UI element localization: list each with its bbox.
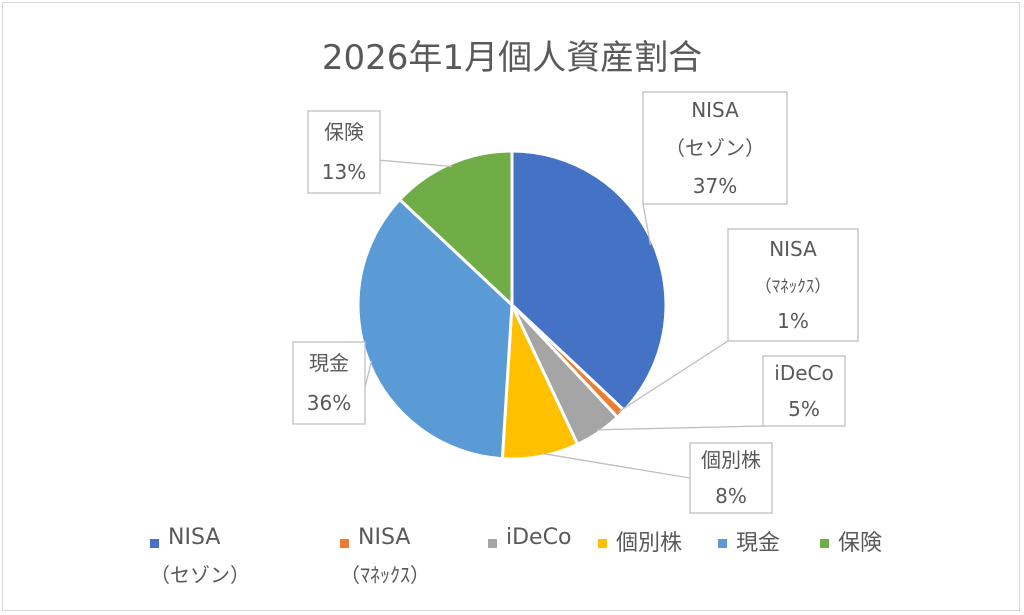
leader-line (540, 452, 691, 479)
leader-line (618, 340, 729, 413)
legend-swatch (598, 539, 607, 548)
data-label-category: （ﾏﾈｯｸｽ） (755, 277, 832, 297)
legend: NISA （セゾン） NISA （ﾏﾈｯｸｽ） iDeCo 個別株 現金 保険 (150, 525, 910, 595)
data-label-category: NISA (769, 237, 817, 261)
chart-title: 2026年1月個人資産割合 (321, 38, 703, 78)
data-label-box (307, 110, 381, 194)
leader-line (596, 425, 764, 431)
data-label-category: NISA (691, 98, 739, 122)
legend-label: 保険 (838, 531, 883, 556)
leader-line (642, 203, 652, 246)
data-label-percent: 37% (693, 174, 737, 198)
leader-line (379, 159, 453, 168)
legend-label: iDeCo (506, 525, 572, 550)
legend-label: （セゾン） (150, 563, 250, 587)
data-label-percent: 1% (777, 309, 809, 333)
data-label-category: 保険 (324, 120, 364, 144)
data-label-percent: 8% (715, 484, 747, 508)
data-label-box (727, 228, 859, 342)
data-label-box (292, 341, 366, 425)
data-label-category: iDeCo (774, 361, 833, 385)
data-label-box (689, 442, 773, 514)
legend-label: （ﾏﾈｯｸｽ） (340, 563, 430, 587)
legend-swatch (488, 539, 497, 548)
data-label-category: 現金 (309, 351, 349, 375)
legend-swatch (718, 539, 727, 548)
legend-label: 現金 (736, 531, 781, 556)
leader-line (364, 360, 373, 388)
data-label-box (762, 355, 846, 427)
data-label-percent: 5% (788, 397, 820, 421)
legend-swatch (150, 539, 159, 548)
legend-swatch (340, 539, 349, 548)
legend-label: 個別株 (616, 531, 683, 556)
data-label-percent: 36% (307, 391, 351, 415)
legend-label: NISA (168, 525, 221, 550)
data-label-category: 個別株 (701, 448, 761, 472)
pie-slice (356, 197, 514, 461)
legend-label: NISA (358, 525, 411, 550)
pie-slice (397, 149, 514, 309)
legend-swatch (820, 539, 829, 548)
data-label-percent: 13% (322, 160, 366, 184)
data-label-box (642, 91, 788, 205)
pie-slice (510, 149, 668, 413)
data-label-category: （セゾン） (665, 136, 765, 160)
